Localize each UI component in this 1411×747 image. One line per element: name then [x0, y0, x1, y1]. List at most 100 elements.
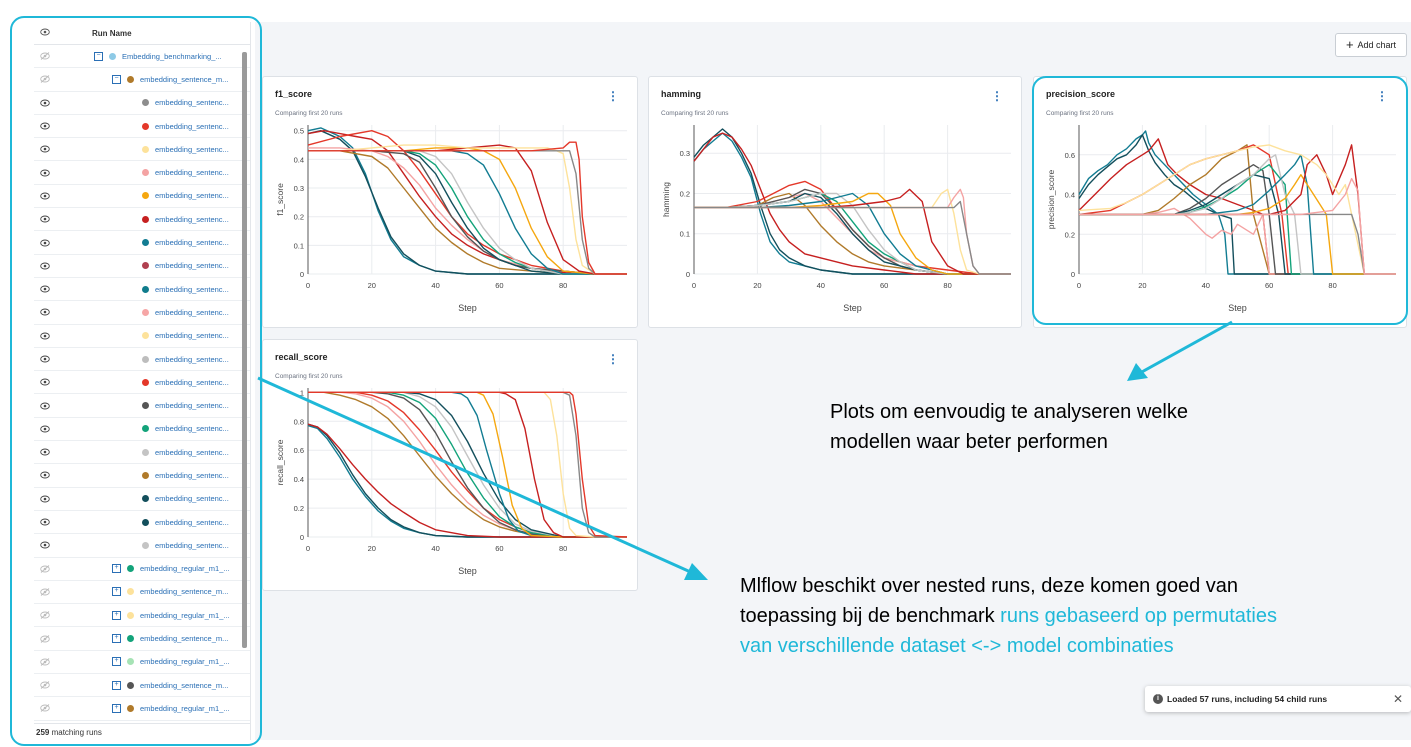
expand-icon[interactable]: +: [112, 703, 121, 713]
eye-off-icon[interactable]: [34, 611, 56, 620]
x-tick-label: 0: [692, 281, 696, 290]
eye-icon[interactable]: [34, 402, 56, 410]
run-row[interactable]: + embedding_regular_m1_...: [34, 558, 250, 581]
run-row[interactable]: embedding_sentenc...: [34, 394, 250, 418]
eye-off-icon[interactable]: [34, 52, 56, 60]
runs-scrollbar[interactable]: [242, 52, 247, 648]
column-header-run-name[interactable]: Run Name: [92, 28, 132, 38]
run-row[interactable]: embedding_sentenc...: [34, 92, 250, 115]
run-row[interactable]: embedding_sentenc...: [34, 371, 250, 395]
line-chart: 0 0.1 0.2 0.3 0.4 0.5 0 20 40 60 80 f1_score Step: [275, 125, 627, 313]
run-row[interactable]: embedding_sentenc...: [34, 138, 250, 162]
y-tick-label: 0: [1071, 270, 1075, 279]
eye-off-icon[interactable]: [34, 564, 56, 573]
run-row[interactable]: embedding_sentenc...: [34, 301, 250, 325]
run-row[interactable]: + embedding_regular_m1_...: [34, 697, 250, 721]
eye-icon[interactable]: [34, 262, 56, 270]
run-row[interactable]: − embedding_sentence_m...: [34, 68, 250, 92]
run-color-dot: [127, 704, 134, 712]
expand-icon[interactable]: +: [112, 634, 121, 644]
collapse-icon[interactable]: −: [94, 51, 103, 61]
collapse-icon[interactable]: −: [112, 74, 121, 84]
series-line: [308, 144, 627, 275]
eye-icon[interactable]: [34, 285, 56, 293]
run-list: − Embedding_benchmarking_... − embedding_se…: [34, 45, 250, 740]
eye-icon[interactable]: [34, 378, 56, 386]
eye-icon[interactable]: [34, 192, 56, 200]
eye-icon[interactable]: [34, 99, 56, 107]
run-row[interactable]: embedding_sentenc...: [34, 348, 250, 372]
series-line: [308, 391, 628, 538]
series-line: [694, 200, 1011, 275]
chart-title: hamming: [661, 89, 702, 99]
eye-icon[interactable]: [34, 28, 56, 38]
kebab-menu-icon[interactable]: ⋮: [607, 352, 619, 366]
run-row[interactable]: + embedding_regular_m1_...: [34, 651, 250, 675]
run-row[interactable]: embedding_sentenc...: [34, 464, 250, 488]
run-row[interactable]: embedding_sentenc...: [34, 208, 250, 232]
run-color-dot: [127, 611, 134, 619]
kebab-menu-icon[interactable]: ⋮: [607, 89, 619, 103]
run-row[interactable]: + embedding_regular_m1_...: [34, 604, 250, 628]
eye-off-icon[interactable]: [34, 75, 56, 84]
eye-icon[interactable]: [34, 495, 56, 503]
x-tick-label: 40: [431, 544, 439, 553]
close-icon[interactable]: ✕: [1392, 692, 1403, 706]
eye-icon[interactable]: [34, 122, 56, 130]
run-row[interactable]: embedding_sentenc...: [34, 115, 250, 139]
x-tick-label: 60: [495, 544, 503, 553]
expand-icon[interactable]: +: [112, 680, 121, 690]
run-row[interactable]: embedding_sentenc...: [34, 418, 250, 442]
plots-annotation: Plots om eenvoudig te analyseren welke m…: [830, 397, 1188, 457]
run-row[interactable]: embedding_sentenc...: [34, 255, 250, 278]
eye-icon[interactable]: [34, 308, 56, 316]
eye-icon[interactable]: [34, 145, 56, 153]
run-color-dot: [127, 658, 134, 666]
run-row[interactable]: embedding_sentenc...: [34, 231, 250, 255]
eye-off-icon[interactable]: [34, 704, 56, 713]
run-color-dot: [142, 145, 149, 153]
eye-icon[interactable]: [34, 425, 56, 433]
eye-icon[interactable]: [34, 448, 56, 456]
expand-icon[interactable]: +: [112, 657, 121, 667]
eye-icon[interactable]: [34, 541, 56, 549]
eye-off-icon[interactable]: [34, 681, 56, 689]
nested-note-highlight: runs gebaseerd op permutaties: [1000, 605, 1277, 627]
add-chart-button[interactable]: + Add chart: [1335, 33, 1407, 57]
kebab-menu-icon[interactable]: ⋮: [1376, 89, 1388, 103]
expand-icon[interactable]: +: [112, 587, 121, 597]
eye-icon[interactable]: [34, 471, 56, 479]
expand-icon[interactable]: +: [112, 610, 121, 620]
eye-off-icon[interactable]: [34, 588, 56, 596]
run-color-dot: [142, 448, 149, 456]
eye-icon[interactable]: [34, 518, 56, 526]
x-tick-label: 60: [880, 281, 888, 290]
kebab-menu-icon[interactable]: ⋮: [991, 89, 1003, 103]
y-axis-label: hamming: [661, 182, 671, 217]
run-row[interactable]: embedding_sentenc...: [34, 534, 250, 558]
run-row[interactable]: embedding_sentenc...: [34, 278, 250, 302]
run-row[interactable]: +embedding_sentence_m...: [34, 674, 250, 698]
run-row[interactable]: +embedding_sentence_m...: [34, 627, 250, 651]
chart-subtitle: Comparing first 20 runs: [275, 110, 343, 117]
eye-icon[interactable]: [34, 239, 56, 247]
run-row[interactable]: embedding_sentenc...: [34, 161, 250, 185]
x-tick-label: 0: [306, 281, 310, 290]
run-row[interactable]: embedding_sentenc...: [34, 441, 250, 465]
run-row[interactable]: − Embedding_benchmarking_...: [34, 45, 250, 69]
run-row[interactable]: embedding_sentenc...: [34, 511, 250, 535]
run-row[interactable]: embedding_sentenc...: [34, 185, 250, 209]
run-row[interactable]: +embedding_sentence_m...: [34, 581, 250, 605]
run-row[interactable]: embedding_sentenc...: [34, 325, 250, 348]
eye-icon[interactable]: [34, 215, 56, 223]
info-icon: i: [1153, 694, 1163, 704]
eye-off-icon[interactable]: [34, 634, 56, 643]
run-row[interactable]: embedding_sentenc...: [34, 488, 250, 511]
eye-icon[interactable]: [34, 169, 56, 177]
eye-icon[interactable]: [34, 332, 56, 340]
series-line: [1078, 144, 1396, 275]
expand-icon[interactable]: +: [112, 564, 121, 574]
run-color-dot: [142, 495, 149, 503]
eye-off-icon[interactable]: [34, 658, 56, 666]
eye-icon[interactable]: [34, 355, 56, 363]
